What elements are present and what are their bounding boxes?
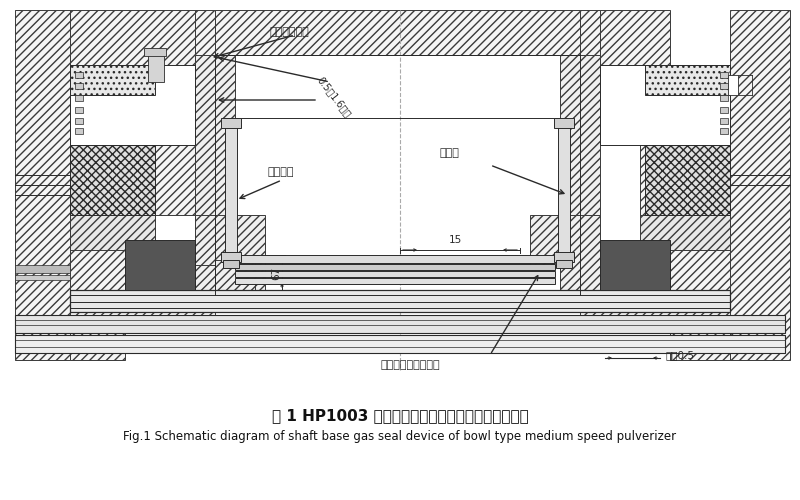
- Text: 缝隙气封装置: 缝隙气封装置: [270, 27, 310, 37]
- Polygon shape: [195, 215, 265, 295]
- Polygon shape: [195, 10, 215, 100]
- Bar: [75, 72, 83, 78]
- Text: 磨碗毂: 磨碗毂: [440, 148, 460, 158]
- Bar: [645, 65, 730, 95]
- Bar: [645, 145, 730, 215]
- Bar: [221, 252, 241, 262]
- Polygon shape: [195, 55, 235, 295]
- Bar: [225, 125, 237, 255]
- Bar: [554, 252, 574, 262]
- Polygon shape: [580, 95, 640, 135]
- Bar: [720, 128, 728, 134]
- Bar: [235, 278, 555, 284]
- Polygon shape: [600, 10, 730, 360]
- Polygon shape: [70, 290, 215, 315]
- Polygon shape: [215, 260, 255, 295]
- Text: 间隙0.5: 间隙0.5: [665, 350, 694, 360]
- Bar: [720, 95, 728, 101]
- Text: 15: 15: [448, 235, 462, 245]
- Bar: [235, 255, 555, 263]
- Text: Fig.1 Schematic diagram of shaft base gas seal device of bowl type medium speed : Fig.1 Schematic diagram of shaft base ga…: [123, 430, 677, 443]
- Polygon shape: [70, 10, 195, 360]
- Bar: [558, 125, 570, 255]
- Bar: [75, 107, 83, 113]
- Bar: [554, 118, 574, 128]
- Bar: [728, 75, 738, 95]
- Text: 图 1 HP1003 型碗式中速磨煤机轴基气封装置示意图: 图 1 HP1003 型碗式中速磨煤机轴基气封装置示意图: [272, 408, 528, 423]
- Bar: [70, 145, 155, 215]
- Polygon shape: [640, 215, 730, 250]
- Bar: [144, 48, 166, 56]
- Polygon shape: [215, 10, 580, 55]
- Bar: [70, 65, 195, 145]
- Bar: [600, 65, 730, 145]
- Bar: [75, 118, 83, 124]
- Bar: [15, 265, 70, 273]
- Bar: [235, 271, 555, 277]
- Polygon shape: [580, 10, 600, 100]
- Bar: [221, 118, 241, 128]
- Bar: [720, 118, 728, 124]
- Bar: [720, 72, 728, 78]
- Polygon shape: [155, 95, 215, 135]
- Bar: [720, 83, 728, 89]
- Text: 67: 67: [271, 266, 281, 280]
- Bar: [70, 65, 155, 95]
- Bar: [70, 290, 730, 312]
- Bar: [148, 52, 164, 82]
- Bar: [75, 95, 83, 101]
- Text: 金属调节片气封装置: 金属调节片气封装置: [380, 360, 440, 370]
- Bar: [75, 83, 83, 89]
- Bar: [600, 240, 670, 290]
- Text: 0.5～1.6间隙: 0.5～1.6间隙: [315, 75, 353, 119]
- Bar: [75, 128, 83, 134]
- Polygon shape: [730, 10, 790, 360]
- Bar: [235, 264, 555, 270]
- Bar: [15, 275, 70, 280]
- Bar: [556, 260, 572, 268]
- Bar: [223, 260, 239, 268]
- Polygon shape: [15, 10, 70, 360]
- Polygon shape: [70, 215, 155, 250]
- Polygon shape: [580, 290, 730, 315]
- Bar: [720, 107, 728, 113]
- Polygon shape: [560, 55, 600, 295]
- Bar: [125, 240, 195, 290]
- Text: 密封风室: 密封风室: [268, 167, 294, 177]
- Polygon shape: [530, 215, 600, 295]
- Bar: [15, 335, 785, 353]
- Bar: [15, 315, 785, 333]
